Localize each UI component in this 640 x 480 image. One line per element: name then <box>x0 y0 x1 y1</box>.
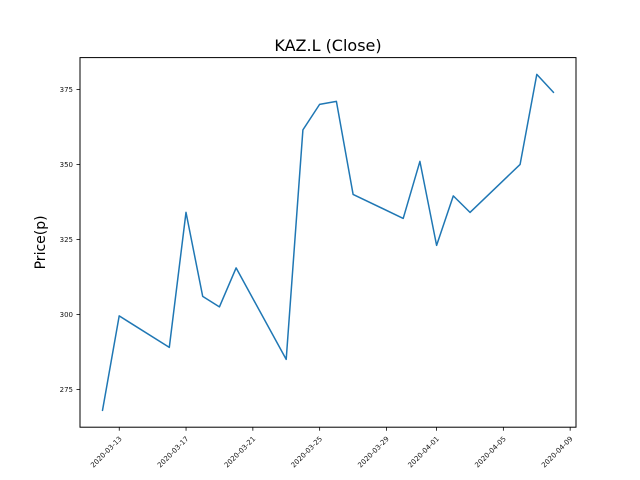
x-tick-label: 2020-03-17 <box>156 435 190 469</box>
chart-title: KAZ.L (Close) <box>274 36 381 55</box>
price-line <box>101 73 555 412</box>
x-axis-ticks: 2020-03-13 2020-03-17 2020-03-21 2020-03-25… <box>89 427 575 469</box>
y-axis-ticks: 275 300 325 350 375 <box>60 86 80 394</box>
y-tick-label: 300 <box>60 311 73 319</box>
x-tick-label: 2020-03-21 <box>223 435 257 469</box>
plot-area-border <box>79 57 577 428</box>
x-tick-label: 2020-03-25 <box>290 435 324 469</box>
x-tick-label: 2020-03-13 <box>89 435 123 469</box>
x-tick-label: 2020-04-05 <box>473 435 507 469</box>
x-tick-label: 2020-04-01 <box>407 435 441 469</box>
y-tick-label: 275 <box>60 386 73 394</box>
x-tick-label: 2020-03-29 <box>356 435 390 469</box>
y-tick-label: 325 <box>60 236 73 244</box>
y-axis-label: Price(p) <box>33 215 49 269</box>
y-tick-label: 350 <box>60 161 73 169</box>
x-tick-label: 2020-04-09 <box>540 435 574 469</box>
axes-spines <box>79 57 577 428</box>
data-series <box>101 73 555 412</box>
y-tick-label: 375 <box>60 86 73 94</box>
